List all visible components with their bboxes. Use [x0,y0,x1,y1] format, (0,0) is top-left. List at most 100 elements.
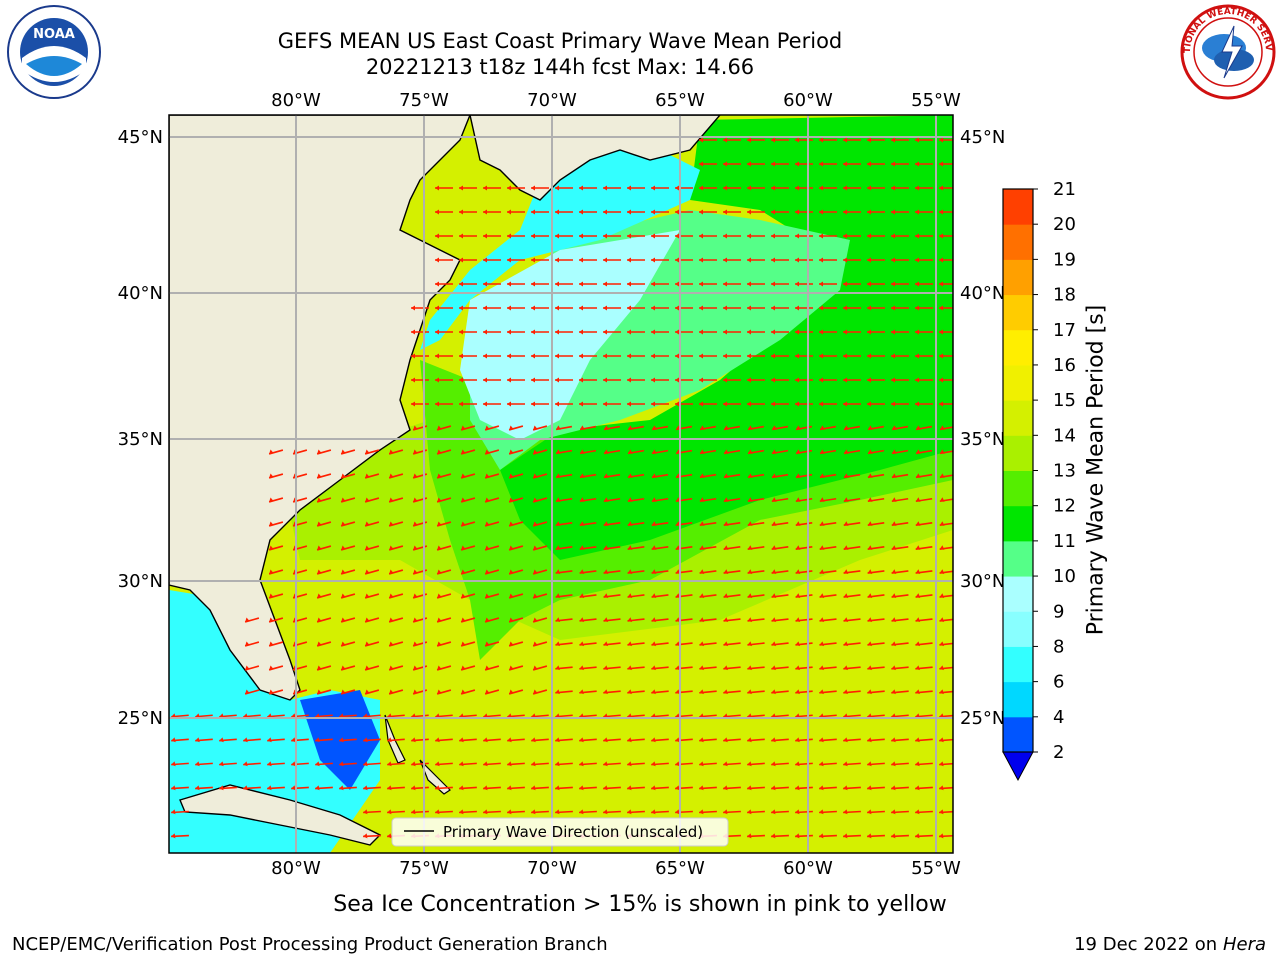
map-frame [168,114,954,854]
direction-arrow-head [915,641,921,647]
direction-arrow-head [724,449,729,454]
direction-arrow-head [389,665,394,670]
noaa-logo: NOAA [7,5,101,99]
direction-arrow-head [939,521,945,526]
direction-arrow-head [843,257,847,263]
direction-arrow-head [747,521,753,526]
direction-arrow-head [533,689,538,694]
direction-arrow-head [317,617,322,622]
direction-arrow-head [699,809,704,815]
direction-arrow-head [341,569,346,574]
direction-arrow-head [461,641,466,646]
direction-arrow-head [891,665,896,671]
direction-arrow-head [723,737,728,743]
noaa-logo-text: NOAA [33,27,75,42]
direction-arrow-head [675,281,679,287]
direction-arrow-head [843,497,849,502]
direction-arrow-head [915,497,921,502]
direction-arrow-head [747,257,751,263]
direction-arrow-head [795,689,800,695]
latitude-label-right: 30°N [960,571,1005,592]
bahamas-land-2 [419,759,451,795]
direction-arrow-head [675,809,680,815]
direction-arrow-head [341,545,346,550]
direction-arrow-head [507,305,511,311]
direction-arrow-head [748,425,753,430]
direction-arrow-head [867,689,872,695]
direction-arrow-head [459,257,463,263]
direction-arrow-head [413,617,418,622]
direction-arrow-head [315,761,320,767]
direction-arrow-head [507,353,511,359]
direction-arrow-head [771,665,776,671]
direction-arrow-head [437,497,442,502]
direction-arrow-head [531,713,536,719]
direction-arrow-head [267,737,272,743]
direction-arrow-head [819,761,824,767]
direction-arrow-head [579,281,583,287]
longitude-label-bottom: 75°W [399,858,449,879]
direction-arrow-head [363,761,368,767]
direction-arrow-head [435,401,439,407]
direction-arrow-head [939,809,944,815]
direction-arrow-head [365,473,370,478]
direction-arrow-head [579,209,583,215]
direction-arrow-head [795,377,799,383]
direction-arrow-head [843,209,847,215]
cuba-land [179,784,382,846]
direction-arrow-head [483,281,487,287]
direction-arrow-head [675,305,679,311]
direction-arrow-head [507,209,511,215]
direction-arrow-head [269,497,274,502]
direction-arrow-head [627,233,631,239]
direction-arrow-head [507,713,512,719]
direction-arrow-head [747,785,752,791]
direction-arrow-head [579,353,583,359]
direction-arrow-head [509,545,514,550]
direction-arrow-head [461,617,466,622]
direction-arrow-head [651,257,655,263]
direction-arrow-head [939,713,944,719]
direction-arrow-head [171,785,176,791]
direction-arrow-head [843,329,847,335]
direction-arrow-head [579,497,585,502]
direction-arrow-head [699,665,704,671]
direction-arrow-head [507,785,512,791]
direction-arrow-head [291,737,296,743]
direction-arrow-head [291,761,296,767]
direction-arrow-head [579,329,583,335]
direction-arrow-head [891,737,896,743]
direction-arrow-head [939,233,943,239]
direction-arrow-head [867,665,872,671]
direction-arrow-head [555,473,561,478]
direction-arrow-head [459,353,463,359]
direction-arrow-head [795,497,801,502]
direction-arrow-head [771,161,775,167]
direction-arrow-head [747,737,752,743]
direction-arrow-head [413,449,418,454]
direction-arrow-head [940,425,945,430]
direction-arrow-head [747,641,753,647]
direction-arrow-head [771,329,775,335]
direction-arrow-head [891,569,897,574]
direction-arrow-head [651,665,656,671]
direction-arrow-head [387,809,392,815]
direction-arrow-head [867,737,872,743]
direction-arrow-head [461,593,466,598]
direction-arrow-head [411,785,416,791]
direction-arrow-head [843,737,848,743]
direction-arrow-head [507,257,511,263]
direction-arrow-head [843,713,848,719]
direction-arrow-head [795,617,801,623]
direction-arrow-head [771,689,776,695]
direction-arrow-head [651,545,657,550]
direction-arrow-head [555,353,559,359]
colorbar-tick-label: 10 [1053,566,1076,587]
direction-arrow-head [819,617,825,623]
direction-arrow-head [819,737,824,743]
direction-arrow-head [579,569,585,574]
direction-arrow-head [483,713,488,719]
direction-arrow-head [365,641,370,646]
direction-arrow-head [269,521,274,526]
